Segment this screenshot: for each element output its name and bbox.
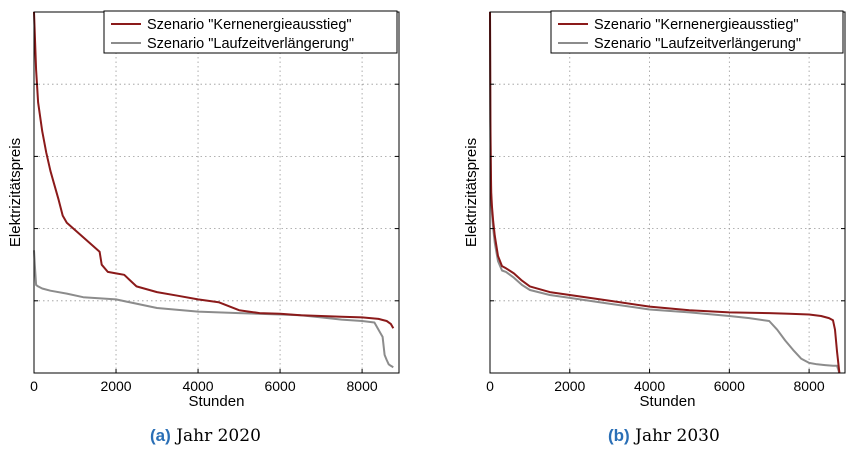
- x-tick-label: 6000: [714, 378, 745, 394]
- legend-label-1: Szenario "Kernenergieausstieg": [594, 17, 799, 33]
- legend-box: [103, 10, 398, 54]
- caption-b-label: (b): [608, 426, 630, 445]
- x-tick-label: 8000: [794, 378, 825, 394]
- series-line-2: [489, 11, 841, 374]
- x-tick-label: 0: [30, 378, 38, 394]
- x-tick-label: 6000: [264, 378, 295, 394]
- series-line-1: [489, 11, 841, 374]
- series-line-1: [33, 11, 395, 329]
- y-axis-label: Elektrizitätspreis: [463, 138, 480, 247]
- chart-panel-a: 0 2000 4000 6000 8000 Stunden Elektrizitätspre…: [7, 10, 400, 410]
- legend: Szenario "Kernenergieausstieg" Szenario "…: [550, 10, 844, 54]
- caption-a-label: (a): [150, 426, 171, 445]
- caption-a: (a) Jahr 2020: [150, 426, 261, 446]
- x-tick-label: 0: [486, 378, 494, 394]
- x-axis-label: Stunden: [189, 393, 245, 410]
- plot-area-frame: [489, 11, 846, 374]
- x-tick-label: 4000: [634, 378, 665, 394]
- series-line-2: [33, 250, 394, 369]
- legend-label-2: Szenario "Laufzeitverlängerung": [147, 36, 354, 52]
- y-axis-label: Elektrizitätspreis: [7, 138, 24, 247]
- caption-b-text: Jahr 2030: [635, 426, 720, 446]
- legend-label-2: Szenario "Laufzeitverlängerung": [594, 36, 801, 52]
- x-tick-label: 2000: [554, 378, 585, 394]
- x-tick-label: 2000: [100, 378, 131, 394]
- x-tick-label: 8000: [347, 378, 378, 394]
- legend-label-1: Szenario "Kernenergieausstieg": [147, 17, 352, 33]
- caption-a-text: Jahr 2020: [176, 426, 261, 446]
- chart-panel-b: 0 2000 4000 6000 8000 Stunden Elektrizitätspre…: [463, 10, 846, 410]
- caption-b: (b) Jahr 2030: [608, 426, 720, 446]
- legend: Szenario "Kernenergieausstieg" Szenario "…: [103, 10, 398, 54]
- x-tick-label: 4000: [182, 378, 213, 394]
- legend-box: [550, 10, 844, 54]
- x-axis-label: Stunden: [640, 393, 696, 410]
